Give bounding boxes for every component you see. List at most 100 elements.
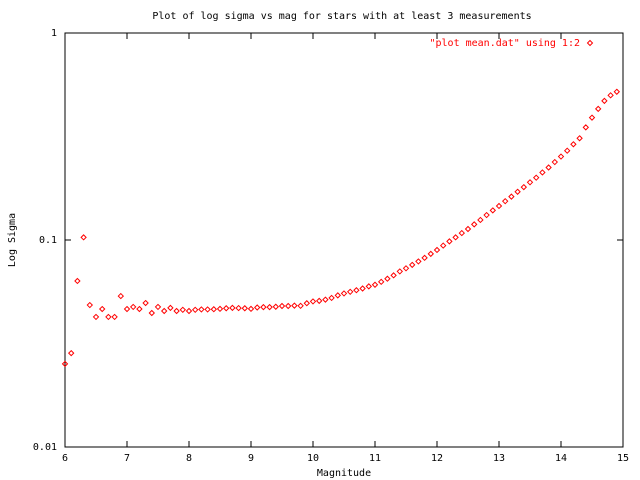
point bbox=[154, 303, 162, 311]
point bbox=[129, 303, 137, 311]
x-tick-label: 6 bbox=[62, 453, 68, 464]
point bbox=[477, 216, 484, 224]
point bbox=[247, 305, 255, 313]
point bbox=[74, 277, 81, 285]
legend-label: "plot mean.dat" using 1:2 bbox=[429, 38, 580, 49]
point bbox=[222, 305, 230, 312]
x-tick-label: 15 bbox=[617, 453, 629, 464]
point bbox=[235, 304, 242, 312]
point bbox=[390, 272, 397, 279]
point bbox=[464, 225, 472, 233]
point bbox=[167, 304, 174, 312]
point bbox=[588, 114, 596, 121]
point bbox=[216, 305, 224, 313]
x-tick-label: 8 bbox=[186, 453, 192, 464]
point bbox=[111, 313, 118, 321]
point bbox=[501, 197, 509, 205]
point bbox=[105, 313, 112, 321]
point bbox=[570, 141, 577, 148]
point bbox=[98, 305, 106, 313]
point bbox=[433, 246, 441, 254]
point bbox=[353, 287, 360, 294]
point bbox=[334, 292, 342, 299]
point bbox=[173, 307, 180, 315]
point bbox=[266, 303, 273, 311]
point bbox=[539, 169, 546, 176]
point bbox=[508, 193, 515, 200]
point bbox=[483, 211, 490, 219]
point bbox=[303, 300, 311, 307]
point bbox=[607, 92, 614, 99]
point bbox=[532, 174, 540, 181]
point bbox=[123, 305, 131, 313]
point bbox=[191, 306, 199, 314]
point bbox=[563, 147, 571, 154]
point bbox=[371, 281, 379, 288]
point bbox=[148, 309, 156, 317]
point bbox=[160, 307, 168, 315]
point bbox=[260, 303, 267, 311]
point bbox=[551, 158, 559, 166]
point bbox=[142, 299, 149, 307]
point bbox=[489, 207, 497, 214]
point bbox=[384, 275, 391, 282]
point bbox=[470, 221, 478, 228]
point bbox=[458, 229, 466, 237]
point bbox=[315, 297, 323, 305]
point bbox=[520, 183, 528, 191]
x-tick-label: 7 bbox=[124, 453, 130, 464]
y-tick-label: 1 bbox=[51, 28, 57, 39]
point bbox=[117, 292, 125, 300]
point bbox=[613, 88, 621, 95]
point bbox=[229, 304, 236, 312]
point bbox=[421, 254, 428, 262]
point bbox=[446, 238, 453, 245]
chart-title: Plot of log sigma vs mag for stars with … bbox=[152, 11, 531, 22]
point bbox=[545, 164, 552, 171]
point bbox=[198, 306, 205, 313]
legend-marker bbox=[586, 39, 594, 47]
point bbox=[346, 288, 354, 296]
point bbox=[396, 268, 404, 275]
point bbox=[80, 234, 87, 241]
point bbox=[210, 306, 218, 313]
point bbox=[272, 303, 280, 310]
point bbox=[514, 188, 521, 195]
point bbox=[297, 302, 304, 310]
point bbox=[61, 360, 69, 368]
x-tick-label: 14 bbox=[555, 453, 567, 464]
point bbox=[328, 294, 335, 302]
point bbox=[309, 298, 317, 305]
x-tick-label: 10 bbox=[307, 453, 319, 464]
point bbox=[291, 302, 298, 309]
point bbox=[241, 305, 249, 312]
x-axis-label: Magnitude bbox=[317, 468, 371, 479]
y-tick-label: 0.01 bbox=[33, 442, 57, 453]
y-tick-label: 0.1 bbox=[39, 235, 57, 246]
x-tick-label: 9 bbox=[248, 453, 254, 464]
x-tick-label: 13 bbox=[493, 453, 505, 464]
point bbox=[582, 124, 590, 131]
point bbox=[576, 135, 583, 142]
point bbox=[185, 307, 193, 315]
x-tick-label: 11 bbox=[369, 453, 381, 464]
point bbox=[253, 304, 261, 311]
x-tick-label: 12 bbox=[431, 453, 443, 464]
point bbox=[365, 283, 373, 290]
point bbox=[359, 285, 366, 292]
point bbox=[526, 179, 534, 186]
point bbox=[278, 302, 286, 310]
point bbox=[322, 296, 329, 303]
y-axis-label: Log Sigma bbox=[7, 213, 18, 267]
point bbox=[594, 105, 602, 113]
point bbox=[340, 290, 348, 297]
point bbox=[557, 153, 565, 160]
point bbox=[439, 242, 447, 249]
point bbox=[452, 234, 459, 241]
point bbox=[408, 261, 416, 269]
point bbox=[92, 313, 100, 321]
point bbox=[179, 306, 187, 314]
